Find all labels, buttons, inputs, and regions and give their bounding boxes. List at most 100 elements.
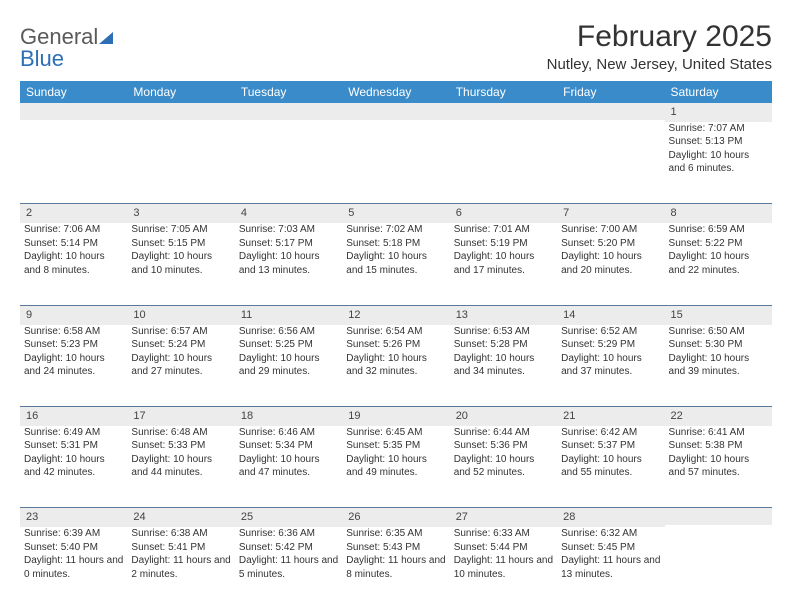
day-cell: Sunrise: 7:05 AMSunset: 5:15 PMDaylight:…	[127, 223, 234, 305]
day-cell: Sunrise: 7:02 AMSunset: 5:18 PMDaylight:…	[342, 223, 449, 305]
sunrise-text: Sunrise: 7:00 AM	[561, 223, 660, 237]
daylight-text: Daylight: 10 hours and 52 minutes.	[454, 453, 553, 480]
day-cell: Sunrise: 6:38 AMSunset: 5:41 PMDaylight:…	[127, 527, 234, 609]
daylight-text: Daylight: 10 hours and 17 minutes.	[454, 250, 553, 277]
sunset-text: Sunset: 5:29 PM	[561, 338, 660, 352]
sunrise-text: Sunrise: 6:59 AM	[669, 223, 768, 237]
sunset-text: Sunset: 5:24 PM	[131, 338, 230, 352]
day-number: 12	[342, 306, 449, 325]
daynum-cell: 2	[20, 204, 127, 223]
calendar-table: Sunday Monday Tuesday Wednesday Thursday…	[20, 81, 772, 609]
daylight-text: Daylight: 10 hours and 27 minutes.	[131, 352, 230, 379]
daynum-row: 9101112131415	[20, 305, 772, 324]
sunset-text: Sunset: 5:25 PM	[239, 338, 338, 352]
day-cell: Sunrise: 6:54 AMSunset: 5:26 PMDaylight:…	[342, 325, 449, 407]
daynum-cell: 1	[665, 103, 772, 122]
day-number: 17	[127, 407, 234, 426]
day-number	[450, 103, 557, 120]
day-number	[557, 103, 664, 120]
week-row: Sunrise: 6:39 AMSunset: 5:40 PMDaylight:…	[20, 527, 772, 609]
daynum-cell: 12	[342, 305, 449, 324]
daynum-cell: 28	[557, 508, 664, 527]
daynum-cell: 24	[127, 508, 234, 527]
daynum-cell: 3	[127, 204, 234, 223]
sunrise-text: Sunrise: 6:46 AM	[239, 426, 338, 440]
daynum-cell: 14	[557, 305, 664, 324]
sunrise-text: Sunrise: 6:49 AM	[24, 426, 123, 440]
day-cell	[557, 122, 664, 204]
daylight-text: Daylight: 10 hours and 44 minutes.	[131, 453, 230, 480]
sunset-text: Sunset: 5:19 PM	[454, 237, 553, 251]
daynum-cell: 25	[235, 508, 342, 527]
day-cell: Sunrise: 6:35 AMSunset: 5:43 PMDaylight:…	[342, 527, 449, 609]
sunrise-text: Sunrise: 7:06 AM	[24, 223, 123, 237]
daynum-cell	[557, 103, 664, 122]
day-cell: Sunrise: 6:36 AMSunset: 5:42 PMDaylight:…	[235, 527, 342, 609]
calendar-body: 1Sunrise: 7:07 AMSunset: 5:13 PMDaylight…	[20, 103, 772, 609]
day-number: 11	[235, 306, 342, 325]
day-header: Saturday	[665, 81, 772, 103]
day-number: 7	[557, 204, 664, 223]
day-cell: Sunrise: 6:53 AMSunset: 5:28 PMDaylight:…	[450, 325, 557, 407]
daylight-text: Daylight: 10 hours and 6 minutes.	[669, 149, 768, 176]
sunrise-text: Sunrise: 6:57 AM	[131, 325, 230, 339]
logo: General Blue	[20, 20, 113, 70]
daynum-cell: 26	[342, 508, 449, 527]
sunset-text: Sunset: 5:17 PM	[239, 237, 338, 251]
day-number: 4	[235, 204, 342, 223]
daynum-cell: 18	[235, 407, 342, 426]
sunrise-text: Sunrise: 6:38 AM	[131, 527, 230, 541]
day-number: 21	[557, 407, 664, 426]
daylight-text: Daylight: 10 hours and 15 minutes.	[346, 250, 445, 277]
daylight-text: Daylight: 10 hours and 42 minutes.	[24, 453, 123, 480]
day-cell: Sunrise: 6:32 AMSunset: 5:45 PMDaylight:…	[557, 527, 664, 609]
daylight-text: Daylight: 10 hours and 8 minutes.	[24, 250, 123, 277]
day-number: 18	[235, 407, 342, 426]
day-number: 15	[665, 306, 772, 325]
daylight-text: Daylight: 11 hours and 8 minutes.	[346, 554, 445, 581]
daynum-cell: 21	[557, 407, 664, 426]
daynum-cell: 13	[450, 305, 557, 324]
calendar-head: Sunday Monday Tuesday Wednesday Thursday…	[20, 81, 772, 103]
sunset-text: Sunset: 5:41 PM	[131, 541, 230, 555]
day-header: Friday	[557, 81, 664, 103]
day-header: Tuesday	[235, 81, 342, 103]
sunset-text: Sunset: 5:15 PM	[131, 237, 230, 251]
daynum-cell: 17	[127, 407, 234, 426]
day-number	[235, 103, 342, 120]
sunrise-text: Sunrise: 6:39 AM	[24, 527, 123, 541]
daynum-cell: 10	[127, 305, 234, 324]
daynum-cell: 5	[342, 204, 449, 223]
day-number: 26	[342, 508, 449, 527]
sunrise-text: Sunrise: 6:41 AM	[669, 426, 768, 440]
day-cell	[665, 527, 772, 609]
day-number: 9	[20, 306, 127, 325]
sunrise-text: Sunrise: 6:45 AM	[346, 426, 445, 440]
sunset-text: Sunset: 5:43 PM	[346, 541, 445, 555]
daynum-cell: 4	[235, 204, 342, 223]
sunset-text: Sunset: 5:35 PM	[346, 439, 445, 453]
day-cell: Sunrise: 6:58 AMSunset: 5:23 PMDaylight:…	[20, 325, 127, 407]
sunset-text: Sunset: 5:20 PM	[561, 237, 660, 251]
sunrise-text: Sunrise: 6:42 AM	[561, 426, 660, 440]
day-header: Thursday	[450, 81, 557, 103]
day-cell: Sunrise: 6:57 AMSunset: 5:24 PMDaylight:…	[127, 325, 234, 407]
day-number: 10	[127, 306, 234, 325]
day-cell: Sunrise: 6:50 AMSunset: 5:30 PMDaylight:…	[665, 325, 772, 407]
day-number: 3	[127, 204, 234, 223]
sunset-text: Sunset: 5:42 PM	[239, 541, 338, 555]
day-cell: Sunrise: 6:42 AMSunset: 5:37 PMDaylight:…	[557, 426, 664, 508]
daynum-cell: 8	[665, 204, 772, 223]
sunrise-text: Sunrise: 7:02 AM	[346, 223, 445, 237]
daylight-text: Daylight: 10 hours and 32 minutes.	[346, 352, 445, 379]
sunrise-text: Sunrise: 7:03 AM	[239, 223, 338, 237]
sunrise-text: Sunrise: 6:48 AM	[131, 426, 230, 440]
sunrise-text: Sunrise: 7:07 AM	[669, 122, 768, 136]
day-cell: Sunrise: 7:07 AMSunset: 5:13 PMDaylight:…	[665, 122, 772, 204]
sunrise-text: Sunrise: 7:05 AM	[131, 223, 230, 237]
day-number	[665, 508, 772, 525]
day-number: 23	[20, 508, 127, 527]
daylight-text: Daylight: 10 hours and 55 minutes.	[561, 453, 660, 480]
day-number: 8	[665, 204, 772, 223]
daynum-row: 232425262728	[20, 508, 772, 527]
